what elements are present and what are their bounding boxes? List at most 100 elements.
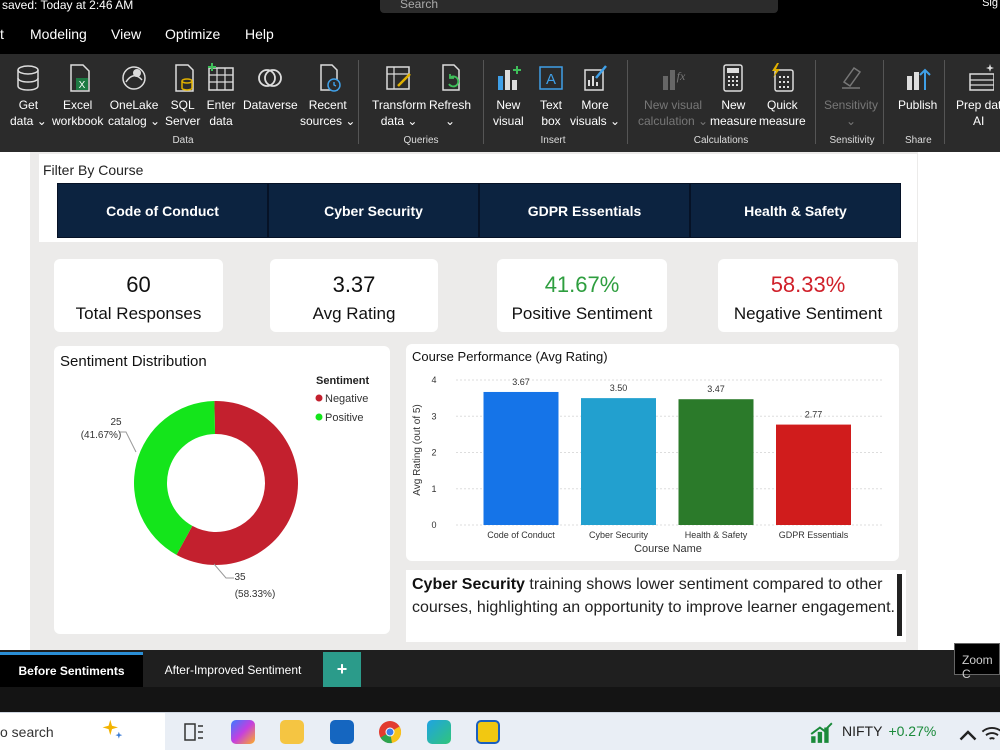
- menu-item-help[interactable]: Help: [245, 26, 274, 42]
- negative-count-label: 35: [234, 572, 246, 583]
- dataverse-button[interactable]: Dataverse: [243, 62, 298, 113]
- dataverse-icon: [258, 69, 283, 87]
- sensitivity-button[interactable]: Sensitivity ⌄: [824, 62, 878, 129]
- kpi-label: Avg Rating: [312, 304, 396, 323]
- more-visuals-button[interactable]: More visuals ⌄: [570, 62, 620, 129]
- kpi-avg-rating[interactable]: 3.37 Avg Rating: [270, 259, 438, 332]
- bar-value-label: 3.67: [512, 377, 530, 387]
- legend-marker-negative: [315, 394, 323, 402]
- get-data-button[interactable]: Get data ⌄: [10, 62, 47, 129]
- transform-data-button[interactable]: Transform data ⌄: [372, 62, 426, 129]
- sentiment-distribution-card[interactable]: Sentiment Distribution 25 (41.67%) 35 (5…: [54, 346, 390, 634]
- kpi-label: Negative Sentiment: [733, 304, 883, 323]
- ribbon-separator: [358, 60, 359, 144]
- legend-item-positive[interactable]: Positive: [325, 412, 364, 424]
- taskbar-search[interactable]: o search: [0, 713, 165, 750]
- ribbon-separator: [483, 60, 484, 144]
- edge-icon[interactable]: [427, 720, 451, 744]
- menu-item-home[interactable]: t: [0, 26, 4, 42]
- excel-workbook-button[interactable]: X Excel workbook: [52, 62, 103, 129]
- donut-slice-positive[interactable]: [133, 401, 216, 555]
- x-tick-label: Health & Safety: [685, 530, 748, 540]
- report-page: Filter By Course Code of Conduct Cyber S…: [30, 152, 918, 650]
- taskbar: o search NIFTY +0.27%: [0, 712, 1000, 750]
- text-box-button[interactable]: A Text box: [536, 62, 566, 129]
- outlook-icon[interactable]: [330, 720, 354, 744]
- kpi-total-responses[interactable]: 60 Total Responses: [54, 259, 223, 332]
- label-leader-line: [120, 431, 137, 453]
- bar-health-safety[interactable]: [678, 399, 754, 525]
- group-label-data: Data: [172, 135, 194, 146]
- y-tick-label: 4: [431, 375, 436, 385]
- legend-marker-positive: [315, 413, 323, 421]
- callout-accent-bar: [897, 574, 902, 636]
- ribbon-separator: [883, 60, 884, 144]
- slicer-button-gdpr-essentials[interactable]: GDPR Essentials: [479, 183, 690, 238]
- prep-data-ai-button[interactable]: Prep dat AI: [956, 62, 1000, 129]
- slicer-button-health-safety[interactable]: Health & Safety: [690, 183, 901, 238]
- signin-button[interactable]: Sig: [982, 0, 998, 9]
- task-view-icon[interactable]: [182, 720, 206, 744]
- text-box-icon: A: [539, 66, 563, 90]
- slicer-button-code-of-conduct[interactable]: Code of Conduct: [57, 183, 268, 238]
- sql-server-button[interactable]: SQL Server: [165, 62, 200, 129]
- new-visual-icon: [498, 66, 522, 90]
- table-icon: [208, 63, 234, 91]
- wifi-icon[interactable]: [980, 722, 1000, 746]
- ticker-widget[interactable]: NIFTY +0.27%: [842, 723, 936, 739]
- sentiment-chart-title: Sentiment Distribution: [60, 353, 207, 370]
- course-chart-title: Course Performance (Avg Rating): [412, 349, 608, 364]
- x-axis-label: Course Name: [634, 543, 702, 555]
- publish-button[interactable]: Publish: [898, 62, 937, 113]
- new-measure-button[interactable]: New measure: [710, 62, 757, 129]
- menu-bar: t Modeling View Optimize Help: [0, 14, 1000, 54]
- donut-slice-negative[interactable]: [176, 401, 298, 565]
- power-bi-icon[interactable]: [476, 720, 500, 744]
- chrome-icon[interactable]: [378, 720, 402, 744]
- transform-icon: [386, 66, 411, 90]
- filter-panel: Filter By Course Code of Conduct Cyber S…: [39, 154, 917, 242]
- new-visual-button[interactable]: New visual: [493, 62, 524, 129]
- tab-before-sentiments[interactable]: Before Sentiments: [0, 652, 143, 687]
- ribbon-separator: [944, 60, 945, 144]
- enter-data-button[interactable]: Enter data: [206, 62, 236, 129]
- slicer-button-cyber-security[interactable]: Cyber Security: [268, 183, 479, 238]
- y-tick-label: 3: [431, 411, 436, 421]
- copilot-app-icon[interactable]: [231, 720, 255, 744]
- file-explorer-icon[interactable]: [280, 720, 304, 744]
- search-placeholder: Search: [400, 0, 439, 11]
- refresh-button[interactable]: Refresh ⌄: [429, 62, 471, 129]
- bar-value-label: 2.77: [805, 410, 823, 420]
- quick-measure-button[interactable]: Quick measure: [759, 62, 806, 129]
- bar-cyber-security[interactable]: [581, 398, 656, 525]
- menu-item-view[interactable]: View: [111, 26, 142, 42]
- ribbon-separator: [815, 60, 816, 144]
- copilot-sparkle-icon[interactable]: [100, 718, 124, 742]
- add-page-button[interactable]: +: [323, 652, 361, 687]
- negative-percent-label: (58.33%): [235, 589, 276, 600]
- y-tick-label: 2: [431, 448, 436, 458]
- chevron-up-icon[interactable]: [956, 723, 980, 747]
- database-icon: [17, 65, 40, 91]
- status-bar: [0, 687, 1000, 712]
- kpi-negative-sentiment[interactable]: 58.33% Negative Sentiment: [718, 259, 898, 332]
- tab-after-improved-sentiment[interactable]: After-Improved Sentiment: [164, 662, 302, 677]
- course-performance-bar-chart: 0 1 2 3 4 3.67 3.50 3.47 2.77 Code of Conduct Cy…: [412, 375, 884, 555]
- new-visual-calculation-button[interactable]: fx New visual calculation ⌄: [638, 62, 708, 129]
- menu-item-modeling[interactable]: Modeling: [30, 26, 87, 42]
- bar-gdpr-essentials[interactable]: [776, 424, 851, 525]
- legend-item-negative[interactable]: Negative: [325, 393, 368, 405]
- svg-text:A: A: [546, 71, 556, 88]
- onelake-catalog-button[interactable]: OneLake catalog ⌄: [108, 62, 160, 129]
- callout-text: training shows lower sentiment compared …: [412, 576, 895, 616]
- stock-trend-icon: [810, 722, 833, 743]
- title-bar: saved: Today at 2:46 AM Search Sig: [0, 0, 1000, 14]
- bar-code-of-conduct[interactable]: [483, 391, 559, 525]
- menu-item-optimize[interactable]: Optimize: [165, 26, 221, 42]
- x-tick-label: Cyber Security: [589, 530, 649, 540]
- kpi-positive-sentiment[interactable]: 41.67% Positive Sentiment: [497, 259, 667, 332]
- search-input[interactable]: Search: [380, 0, 778, 13]
- recent-sources-button[interactable]: Recent sources ⌄: [300, 62, 355, 129]
- group-label-insert: Insert: [540, 135, 566, 146]
- course-performance-card[interactable]: Course Performance (Avg Rating) 0 1 2 3 4 3.…: [406, 344, 899, 561]
